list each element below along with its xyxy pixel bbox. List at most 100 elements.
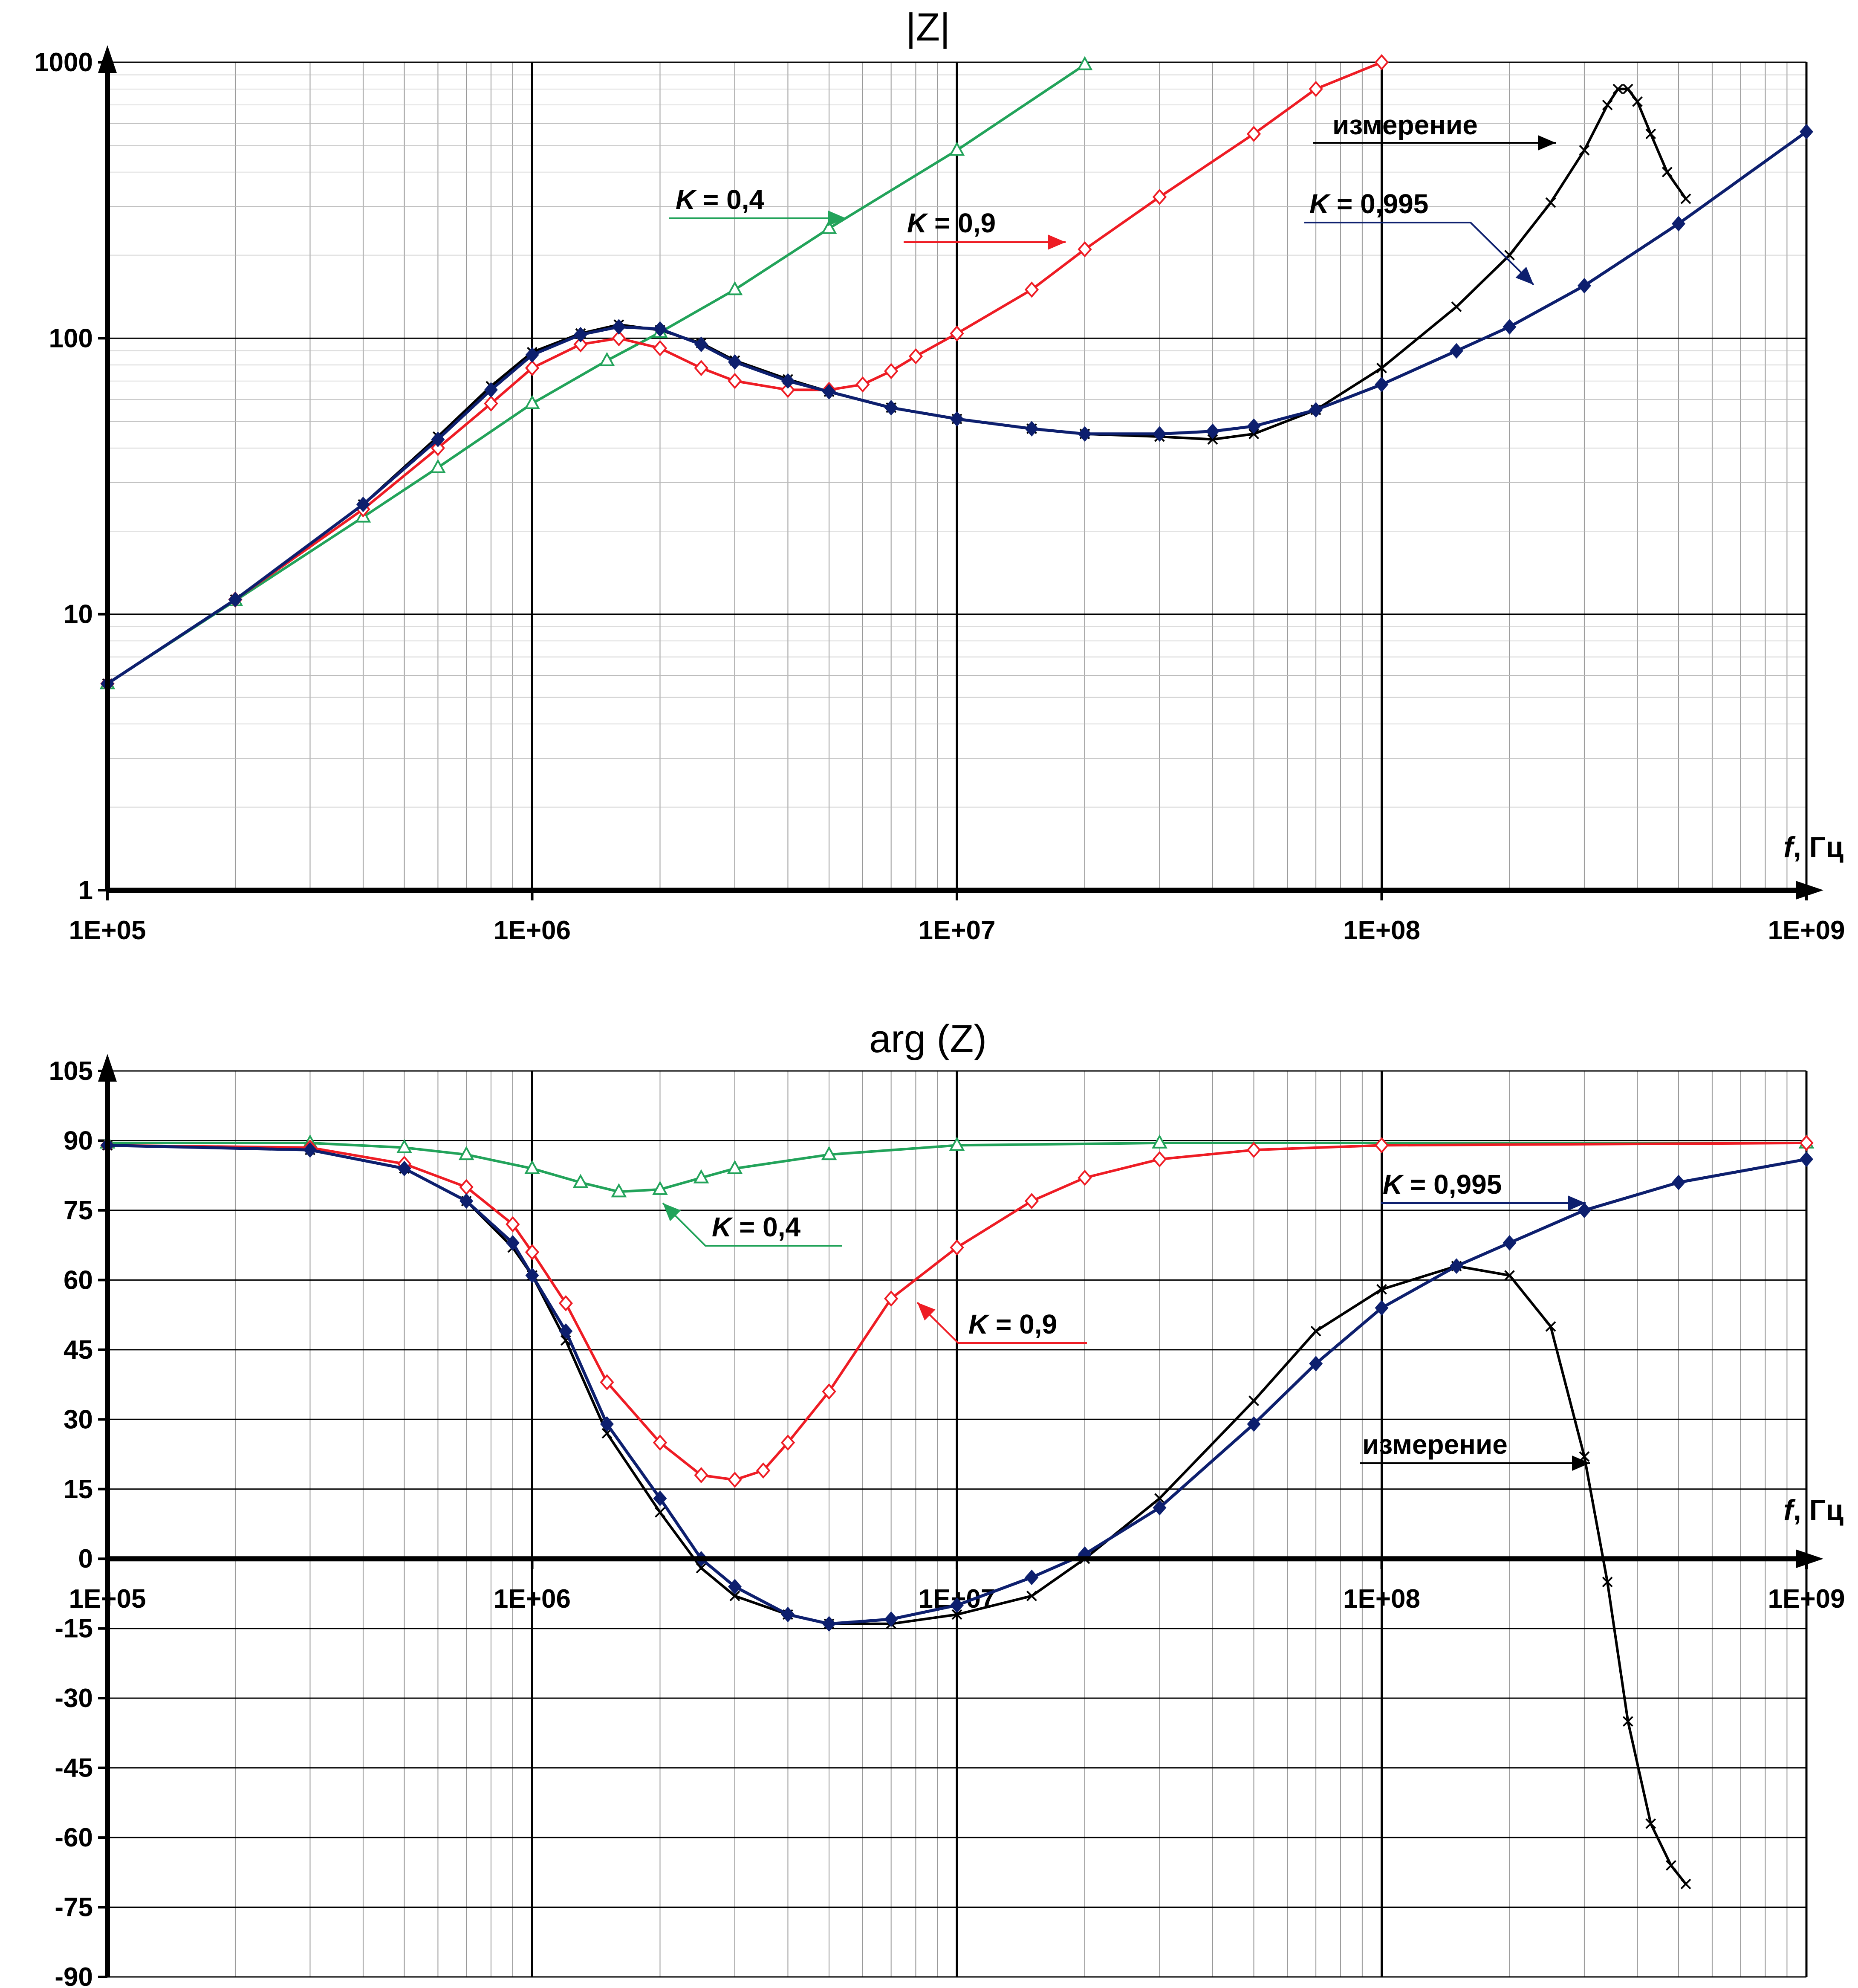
magnitude-y-tick-label: 10 — [64, 600, 93, 629]
magnitude-point-k0995 — [612, 319, 626, 335]
magnitude-point-k09 — [484, 395, 498, 412]
magnitude-point-measurement — [1645, 128, 1656, 139]
phase-point-k09 — [780, 1434, 795, 1451]
phase-y-tick-label: 105 — [49, 1056, 93, 1086]
magnitude-annotation-k09-arrowhead — [1048, 234, 1066, 250]
magnitude-point-k09 — [694, 360, 708, 376]
magnitude-series-k04 — [99, 56, 1093, 689]
phase-point-measurement — [655, 1507, 665, 1518]
magnitude-point-k0995 — [1247, 418, 1261, 434]
phase-point-k0995 — [1025, 1569, 1039, 1586]
phase-point-k09 — [600, 1374, 614, 1391]
phase-point-k09 — [653, 1434, 667, 1451]
phase-y-tick-label: 45 — [64, 1335, 93, 1365]
magnitude-y-tick-label: 100 — [49, 324, 93, 353]
phase-point-k0995 — [1449, 1258, 1463, 1274]
phase-point-k0995 — [884, 1611, 898, 1627]
phase-point-measurement — [729, 1590, 740, 1601]
phase-x-tick-label: 1E+08 — [1343, 1584, 1420, 1614]
phase-point-k0995 — [459, 1193, 474, 1209]
phase-point-k0995 — [1375, 1300, 1389, 1316]
phase-axes — [98, 1054, 1823, 1977]
magnitude-point-k04 — [1077, 56, 1093, 70]
magnitude-point-k0995 — [1153, 426, 1167, 442]
phase-series-line-k09 — [107, 1141, 1807, 1481]
phase-point-measurement — [696, 1563, 707, 1574]
magnitude-point-k0995 — [822, 384, 836, 400]
phase-point-k0995 — [822, 1616, 836, 1632]
magnitude-point-k0995 — [694, 336, 708, 353]
magnitude-point-measurement — [1612, 84, 1624, 95]
phase-point-k04 — [693, 1169, 709, 1184]
phase-x-axis-arrow — [1796, 1549, 1823, 1568]
magnitude-point-k0995 — [1800, 124, 1813, 140]
magnitude-chart-title: |Z| — [906, 6, 950, 49]
phase-y-tick-label: 0 — [78, 1544, 93, 1574]
phase-annotation-k0995-arrowhead — [1568, 1195, 1586, 1211]
phase-y-axis-arrow — [98, 1054, 117, 1082]
phase-point-k04 — [652, 1181, 668, 1195]
phase-y-tick-label: -30 — [55, 1684, 93, 1713]
magnitude-x-tick-label: 1E+05 — [69, 916, 146, 945]
magnitude-x-axis-label: f, Гц — [1783, 831, 1844, 863]
phase-y-tick-label: -45 — [55, 1754, 93, 1783]
phase-point-k0995 — [781, 1606, 795, 1623]
magnitude-point-k04 — [430, 459, 446, 473]
magnitude-point-k09 — [728, 373, 742, 389]
phase-y-tick-label: -15 — [55, 1614, 93, 1644]
magnitude-x-tick-label: 1E+08 — [1343, 916, 1420, 945]
phase-point-k09 — [728, 1471, 742, 1488]
phase-point-measurement — [1665, 1860, 1676, 1871]
magnitude-point-k09 — [950, 325, 964, 342]
phase-point-k04 — [821, 1146, 837, 1160]
phase-point-measurement — [951, 1609, 962, 1620]
magnitude-series-k0995 — [101, 124, 1813, 692]
phase-x-axis-label: f, Гц — [1783, 1494, 1844, 1526]
magnitude-annotation-measurement-arrowhead — [1538, 135, 1556, 150]
phase-x-tick-label: 1E+09 — [1768, 1584, 1845, 1614]
phase-point-k09 — [884, 1290, 899, 1307]
phase-point-k0995 — [525, 1267, 539, 1283]
phase-point-k09 — [558, 1295, 573, 1311]
magnitude-point-k0995 — [1205, 423, 1219, 439]
phase-annotation-measurement: измерение — [1362, 1429, 1508, 1460]
phase-series — [99, 1134, 1815, 1890]
phase-point-measurement — [1248, 1395, 1259, 1406]
magnitude-point-k0995 — [1503, 319, 1517, 335]
phase-y-tick-labels: -90 -75 -60 -45 -30 -15 0 15 30 45 60 75 90 105 — [49, 1056, 93, 1988]
phase-point-k04 — [727, 1160, 743, 1174]
magnitude-annotation-k09: K = 0,9 — [907, 208, 996, 238]
phase-point-k0995 — [950, 1597, 964, 1613]
magnitude-x-tick-label: 1E+09 — [1768, 916, 1845, 945]
magnitude-y-tick-labels: 1 10 100 1000 — [34, 48, 93, 905]
phase-chart: arg (Z) -90 -75 -60 -45 -30 -15 0 15 30 45 60 75 90 1… — [49, 1017, 1845, 1988]
magnitude-point-k09 — [1309, 81, 1323, 97]
phase-annotation-k04-leader — [662, 1202, 842, 1247]
magnitude-major-grid — [98, 61, 1808, 900]
phase-point-k09 — [1374, 1137, 1389, 1154]
phase-annotation-k04-arrowhead — [663, 1203, 681, 1221]
phase-point-k04 — [572, 1174, 589, 1188]
magnitude-x-tick-label: 1E+06 — [494, 916, 571, 945]
magnitude-point-k0995 — [1672, 216, 1686, 231]
magnitude-point-k09 — [908, 348, 923, 365]
phase-point-k09 — [1078, 1169, 1092, 1186]
magnitude-point-k04 — [727, 281, 743, 295]
phase-series-line-k0995 — [107, 1143, 1807, 1626]
phase-point-k0995 — [1309, 1356, 1323, 1372]
magnitude-annotation-k04: K = 0,4 — [676, 184, 765, 215]
phase-point-k0995 — [728, 1579, 742, 1594]
magnitude-annotation-k0995-leader — [1304, 222, 1534, 286]
phase-point-k0995 — [1577, 1202, 1591, 1218]
magnitude-point-k09 — [855, 376, 870, 393]
phase-point-k0995 — [1247, 1416, 1261, 1432]
magnitude-point-k0995 — [781, 373, 795, 389]
magnitude-y-tick-label: 1 — [78, 876, 93, 905]
magnitude-point-measurement — [1579, 145, 1590, 156]
magnitude-point-k0995 — [525, 347, 539, 363]
magnitude-point-measurement — [1545, 197, 1556, 208]
phase-y-tick-label: 15 — [64, 1475, 93, 1504]
phase-major-grid — [98, 1070, 1808, 1978]
phase-point-k04 — [524, 1160, 540, 1174]
